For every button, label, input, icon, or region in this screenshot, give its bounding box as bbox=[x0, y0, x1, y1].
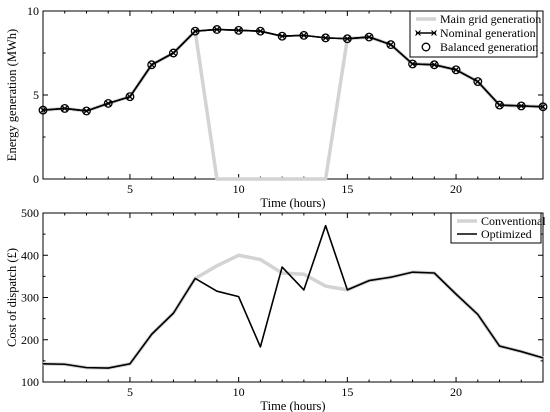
legend-label: Balanced generation bbox=[440, 40, 538, 54]
data-point-circle bbox=[364, 32, 374, 42]
legend-label: Conventional bbox=[481, 214, 546, 228]
data-point-circle bbox=[38, 105, 48, 115]
data-point-circle bbox=[386, 40, 396, 50]
legend-label: Nominal generation bbox=[440, 26, 536, 40]
x-tick-label: 15 bbox=[341, 182, 353, 196]
y-tick-label: 100 bbox=[21, 375, 39, 389]
x-tick-label: 20 bbox=[450, 182, 462, 196]
data-point-circle bbox=[299, 30, 309, 40]
data-point-circle bbox=[212, 25, 222, 34]
data-point-circle bbox=[277, 31, 287, 41]
legend-swatch bbox=[421, 42, 431, 52]
data-point-circle bbox=[103, 98, 113, 108]
data-point-circle bbox=[473, 77, 483, 87]
data-point-circle bbox=[516, 101, 526, 111]
data-point-circle bbox=[321, 33, 331, 43]
data-point-circle bbox=[234, 25, 244, 35]
data-point-circle bbox=[342, 34, 352, 44]
legend-label: Main grid generation bbox=[440, 12, 541, 26]
chart-panel-1: 5 10 15 20 0 5 10 Time (hours) Energy generation… bbox=[5, 4, 548, 210]
data-point-circle bbox=[147, 60, 157, 70]
series-line-1 bbox=[42, 253, 544, 370]
data-point-circle bbox=[255, 26, 265, 36]
data-point-circle bbox=[538, 102, 548, 112]
y-axis-title: Cost of dispatch (£) bbox=[5, 248, 19, 347]
chart-panel-2: 5 10 15 20 100 200 300 400 500 Time (hours) Cost o… bbox=[5, 206, 546, 412]
legend-marker-x bbox=[415, 30, 421, 36]
legend-box bbox=[450, 212, 542, 244]
y-tick-label: 300 bbox=[21, 291, 39, 305]
y-tick-label: 200 bbox=[21, 333, 39, 347]
y-tick-label: 0 bbox=[33, 172, 39, 186]
data-point-circle bbox=[408, 59, 418, 69]
data-point-circle bbox=[168, 48, 178, 58]
x-tick-label: 20 bbox=[450, 385, 462, 399]
y-tick-label: 400 bbox=[21, 248, 39, 262]
y-tick-label: 10 bbox=[27, 4, 39, 18]
x-tick-label: 10 bbox=[233, 385, 245, 399]
x-axis-title: Time (hours) bbox=[260, 399, 325, 412]
legend-label: Optimized bbox=[481, 227, 532, 241]
data-point-circle bbox=[190, 26, 200, 36]
x-tick-label: 15 bbox=[341, 385, 353, 399]
x-tick-label: 5 bbox=[127, 182, 133, 196]
y-tick-label: 5 bbox=[33, 88, 39, 102]
x-tick-label: 5 bbox=[127, 385, 133, 399]
series-line-2 bbox=[42, 224, 544, 369]
x-tick-label: 10 bbox=[233, 182, 245, 196]
data-point-circle bbox=[60, 103, 70, 113]
data-point-circle bbox=[125, 92, 135, 102]
y-tick-label: 500 bbox=[21, 206, 39, 220]
legend-marker-x bbox=[431, 30, 437, 36]
x-axis-title: Time (hours) bbox=[260, 196, 325, 210]
data-point-circle bbox=[451, 65, 461, 75]
y-axis-title: Energy generation (MWh) bbox=[5, 29, 19, 161]
data-point-circle bbox=[495, 100, 504, 110]
data-point-circle bbox=[82, 106, 91, 116]
data-point-circle bbox=[429, 60, 439, 70]
